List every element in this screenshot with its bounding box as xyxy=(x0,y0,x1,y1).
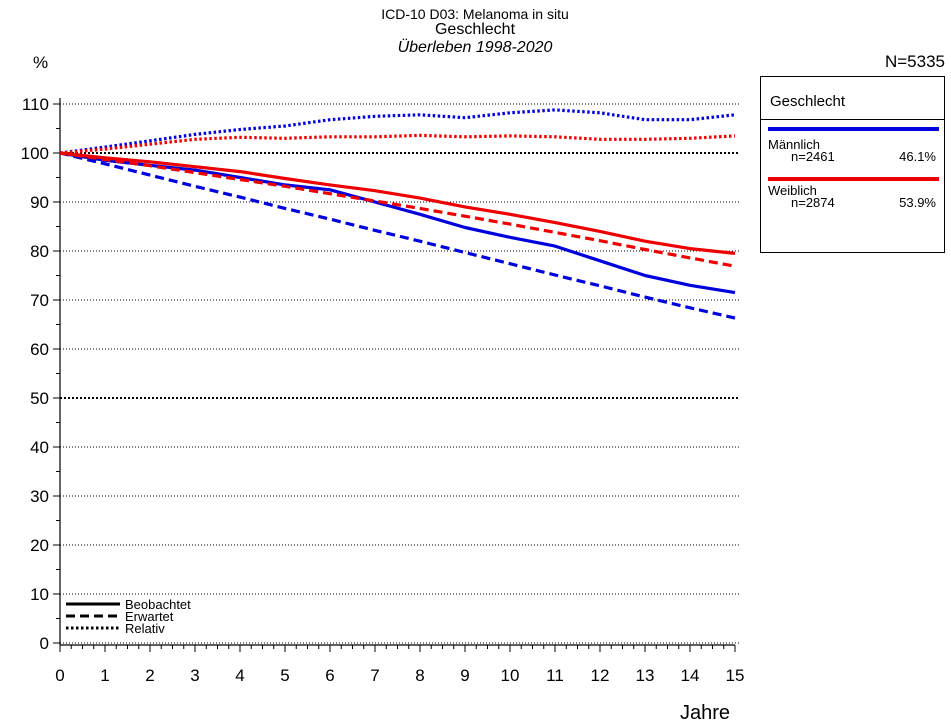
y-axis-unit: % xyxy=(33,53,49,72)
x-tick-label-7: 7 xyxy=(370,666,379,685)
x-tick-label-15: 15 xyxy=(726,666,745,685)
x-tick-label-10: 10 xyxy=(501,666,520,685)
line-key-label-dotted: Relativ xyxy=(125,621,165,636)
legend-count-maennlich: n=2461 xyxy=(791,149,835,164)
x-tick-label-5: 5 xyxy=(280,666,289,685)
y-tick-label-90: 90 xyxy=(30,193,49,212)
x-tick-label-4: 4 xyxy=(235,666,244,685)
x-tick-label-12: 12 xyxy=(591,666,610,685)
y-tick-label-50: 50 xyxy=(30,389,49,408)
y-tick-label-80: 80 xyxy=(30,242,49,261)
x-tick-label-0: 0 xyxy=(55,666,64,685)
x-tick-label-6: 6 xyxy=(325,666,334,685)
total-count: N=5335 xyxy=(884,52,945,71)
legend-label-maennlich: Männlich xyxy=(768,137,821,152)
x-tick-label-2: 2 xyxy=(145,666,154,685)
series-line-weiblich-beobachtet xyxy=(59,151,736,255)
line-key-label-solid: Beobachtet xyxy=(125,597,191,612)
x-tick-label-1: 1 xyxy=(100,666,109,685)
line-key-label-dashed: Erwartet xyxy=(125,609,174,624)
y-tick-label-40: 40 xyxy=(30,438,49,457)
chart-subtitle: Geschlecht xyxy=(434,21,516,38)
y-tick-label-70: 70 xyxy=(30,291,49,310)
series-line-mnnlich-relativ xyxy=(59,108,736,155)
y-tick-label-0: 0 xyxy=(40,634,49,653)
x-tick-label-11: 11 xyxy=(546,666,564,685)
series-line-mnnlich-beobachtet xyxy=(59,151,736,295)
x-tick-label-9: 9 xyxy=(460,666,469,685)
legend-percent-weiblich: 53.9% xyxy=(899,195,936,210)
y-tick-label-30: 30 xyxy=(30,487,49,506)
chart-title: ICD-10 D03: Melanoma in situ xyxy=(381,6,569,22)
x-axis-title: Jahre xyxy=(680,702,731,724)
y-tick-label-100: 100 xyxy=(21,144,49,163)
series-line-mnnlich-erwartet xyxy=(59,151,736,320)
legend-label-weiblich: Weiblich xyxy=(768,183,817,198)
legend-title: Geschlecht xyxy=(770,93,846,110)
x-tick-label-14: 14 xyxy=(681,666,700,685)
legend-swatch-weiblich xyxy=(768,177,939,181)
series-line-weiblich-erwartet xyxy=(59,151,736,268)
group-legend: Geschlecht Männlich n=2461 46.1% Weiblic… xyxy=(760,76,945,253)
x-tick-label-8: 8 xyxy=(415,666,424,685)
y-tick-label-20: 20 xyxy=(30,536,49,555)
y-tick-label-110: 110 xyxy=(22,95,49,114)
legend-divider xyxy=(761,119,944,120)
x-tick-label-13: 13 xyxy=(636,666,655,685)
legend-count-weiblich: n=2874 xyxy=(791,195,835,210)
legend-percent-maennlich: 46.1% xyxy=(899,149,936,164)
y-tick-label-60: 60 xyxy=(30,340,49,359)
y-tick-label-10: 10 xyxy=(30,585,49,604)
x-tick-label-3: 3 xyxy=(190,666,199,685)
legend-swatch-maennlich xyxy=(768,127,939,131)
chart-period: Überleben 1998-2020 xyxy=(397,39,553,56)
